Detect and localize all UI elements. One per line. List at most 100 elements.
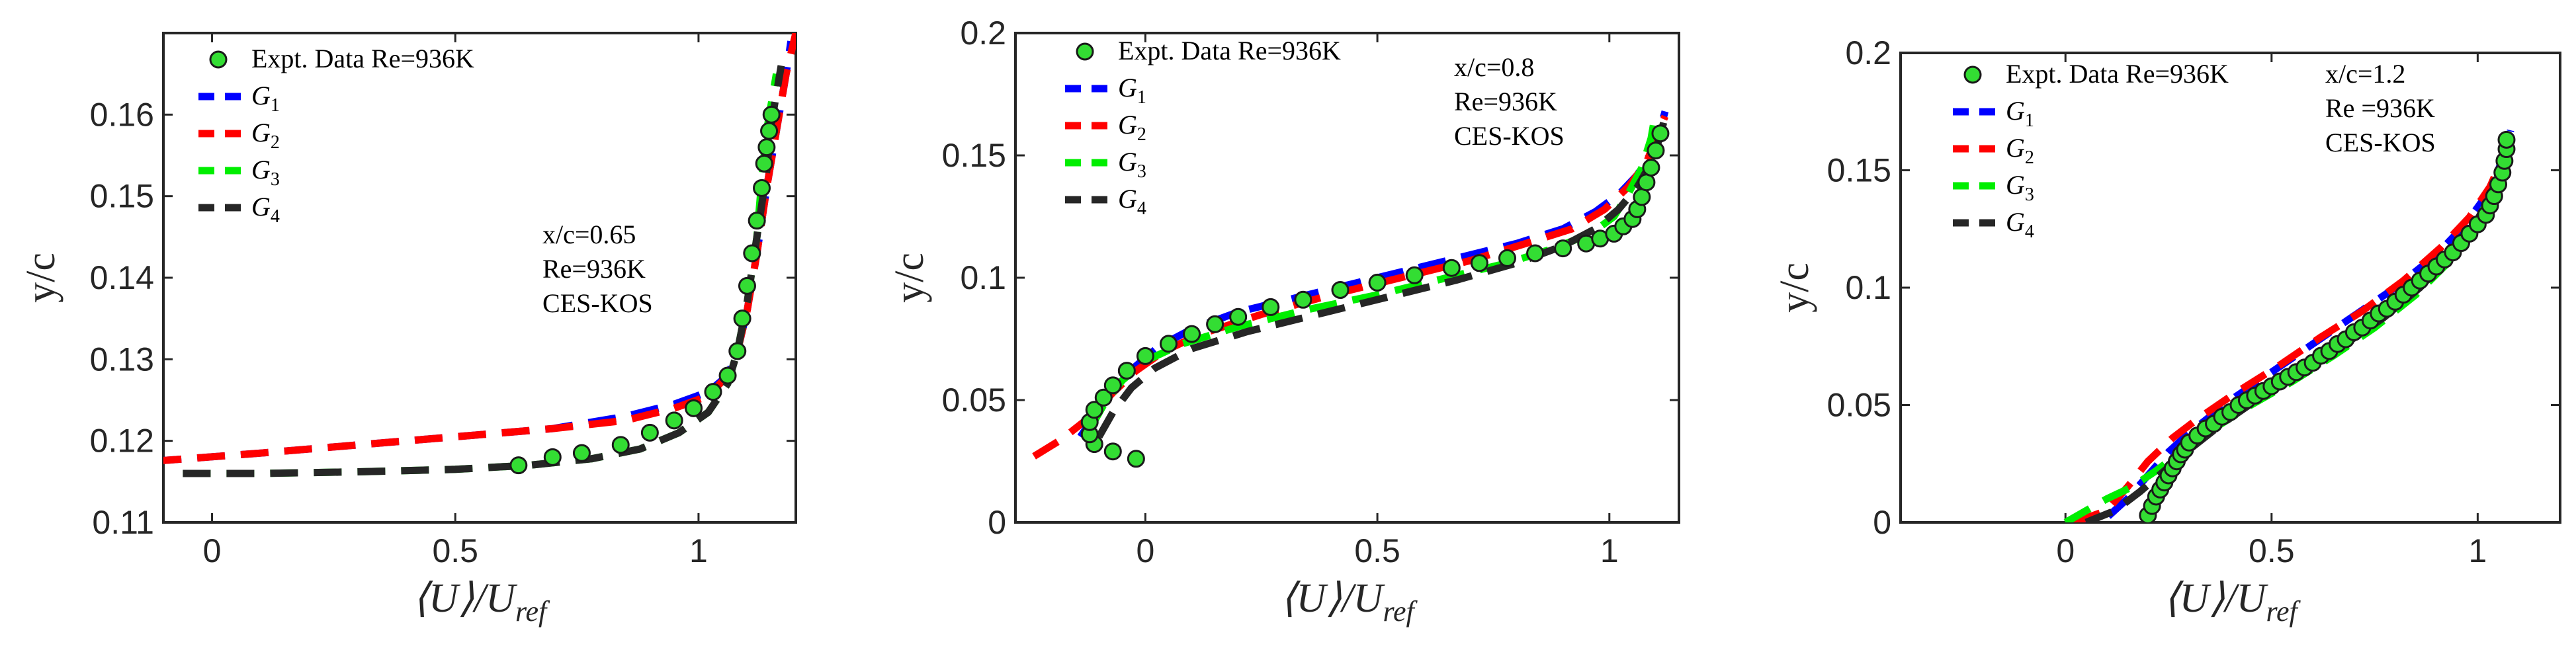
experiment-point bbox=[1526, 244, 1545, 263]
x-axis-label-subscript: ref bbox=[2266, 595, 2301, 628]
annotation-line: Re =936K bbox=[2325, 93, 2435, 123]
legend-label-subscript: 3 bbox=[271, 169, 280, 190]
y-tick-label: 0.1 bbox=[960, 259, 1006, 296]
legend-label-subscript: 3 bbox=[2025, 184, 2034, 205]
experiment-point bbox=[1117, 362, 1136, 380]
legend-label-main: G bbox=[1118, 147, 1137, 177]
plot-area bbox=[1032, 110, 1670, 468]
experiment-point bbox=[728, 342, 747, 360]
series-line-g1 bbox=[2065, 129, 2514, 522]
series-line-g4 bbox=[183, 65, 785, 477]
y-tick-label: 0.2 bbox=[1845, 34, 1891, 71]
chart-panel-3: 0 0.5 1 0 0.05 0.1 0.15 0.2 ⟨U⟩/Uref y/c Expt. Dat… bbox=[1772, 34, 2561, 628]
y-tick-label: 0.13 bbox=[90, 341, 154, 378]
legend-label-main: G bbox=[1118, 73, 1137, 102]
experiment-point bbox=[1127, 450, 1145, 468]
experiment-point bbox=[1229, 307, 1248, 326]
legend-label-main: G bbox=[251, 118, 271, 147]
legend-label-g1: G1 bbox=[2006, 96, 2034, 131]
experiment-point bbox=[762, 105, 781, 124]
experiment-point bbox=[572, 444, 591, 462]
x-tick-label: 0 bbox=[203, 532, 222, 569]
legend-label-subscript: 2 bbox=[271, 132, 280, 153]
annotation-line: x/c=0.8 bbox=[1454, 52, 1534, 82]
legend-label-g1: G1 bbox=[251, 81, 280, 116]
legend-label-g2: G2 bbox=[1118, 110, 1146, 145]
legend-label-g2: G2 bbox=[2006, 133, 2034, 168]
experiment-point bbox=[1442, 259, 1461, 277]
plot-frame bbox=[1899, 52, 2561, 524]
legend-label-g3: G3 bbox=[251, 155, 280, 190]
x-axis-label: ⟨U⟩/Uref bbox=[1280, 576, 1418, 628]
legend-label-subscript: 1 bbox=[271, 95, 280, 116]
experiment-point bbox=[1103, 442, 1122, 461]
experiment-point bbox=[1647, 142, 1665, 160]
legend-marker-experiment bbox=[209, 50, 228, 69]
series-line-g3 bbox=[2063, 136, 2514, 522]
experiment-point bbox=[543, 448, 562, 466]
legend-label-subscript: 2 bbox=[1137, 124, 1146, 145]
experiment-point bbox=[743, 244, 761, 263]
y-tick-label: 0.11 bbox=[92, 504, 154, 541]
legend-label-experiment: Expt. Data Re=936K bbox=[1118, 36, 1341, 65]
legend-label-subscript: 4 bbox=[2025, 222, 2034, 242]
experiment-point bbox=[704, 383, 722, 401]
experiment-point bbox=[1206, 315, 1224, 333]
x-tick-label: 0.5 bbox=[432, 532, 478, 569]
experiment-point bbox=[1085, 401, 1103, 419]
experiment-point bbox=[760, 122, 779, 140]
experiment-point bbox=[733, 309, 751, 328]
annotation-line: CES-KOS bbox=[1454, 121, 1565, 151]
experiment-point bbox=[1651, 124, 1670, 143]
x-tick-label: 0.5 bbox=[2249, 532, 2295, 569]
annotation-line: CES-KOS bbox=[542, 288, 653, 318]
chart-panel-2: 0 0.5 1 0 0.05 0.1 0.15 0.2 ⟨U⟩/Uref y/c Expt. Dat… bbox=[887, 15, 1680, 628]
legend-label-main: G bbox=[1118, 184, 1137, 214]
x-axis-label-subscript: ref bbox=[515, 595, 550, 628]
legend-label-main: G bbox=[2006, 170, 2025, 200]
experiment-point bbox=[1554, 239, 1572, 258]
experiment-point bbox=[718, 366, 737, 385]
legend-marker-experiment bbox=[1963, 65, 1982, 84]
series-line-g1 bbox=[1077, 110, 1669, 439]
legend-label-g4: G4 bbox=[2006, 207, 2034, 242]
y-axis-label: y/c bbox=[887, 253, 932, 303]
y-tick-label: 0.15 bbox=[942, 137, 1006, 174]
plot-area bbox=[2063, 129, 2516, 522]
legend-label-g4: G4 bbox=[1118, 184, 1146, 219]
legend-label-experiment: Expt. Data Re=936K bbox=[251, 44, 474, 73]
x-axis-label-main: ⟨U⟩/U bbox=[2163, 576, 2268, 621]
legend-label-subscript: 1 bbox=[1137, 87, 1146, 108]
y-tick-label: 0.16 bbox=[90, 96, 154, 133]
x-tick-label: 0 bbox=[1136, 532, 1154, 569]
experiment-point bbox=[1405, 266, 1424, 284]
experiment-point bbox=[1183, 325, 1201, 343]
y-axis-label: y/c bbox=[19, 253, 64, 303]
legend-label-g4: G4 bbox=[251, 192, 280, 227]
experiment-point bbox=[1159, 335, 1178, 353]
legend-label-g2: G2 bbox=[251, 118, 280, 153]
legend-label-main: G bbox=[251, 81, 271, 110]
experiment-point bbox=[1368, 273, 1387, 292]
experiment-point bbox=[509, 456, 528, 475]
y-tick-label: 0.14 bbox=[90, 259, 154, 296]
experiment-point bbox=[738, 276, 756, 295]
x-tick-label: 1 bbox=[689, 532, 708, 569]
legend-marker-experiment bbox=[1076, 42, 1094, 61]
experiment-point bbox=[665, 411, 683, 430]
x-axis-label-subscript: ref bbox=[1383, 595, 1418, 628]
x-axis-label-main: ⟨U⟩/U bbox=[413, 576, 518, 621]
experiment-point bbox=[1498, 249, 1516, 267]
experiment-point bbox=[757, 138, 776, 157]
experiment-point bbox=[1262, 298, 1280, 316]
experiment-point bbox=[611, 436, 630, 454]
experiment-point bbox=[1470, 254, 1488, 272]
y-tick-label: 0 bbox=[988, 504, 1006, 541]
legend-label-experiment: Expt. Data Re=936K bbox=[2006, 59, 2229, 89]
legend-label-main: G bbox=[2006, 133, 2025, 163]
x-axis-label-main: ⟨U⟩/U bbox=[1280, 576, 1385, 621]
